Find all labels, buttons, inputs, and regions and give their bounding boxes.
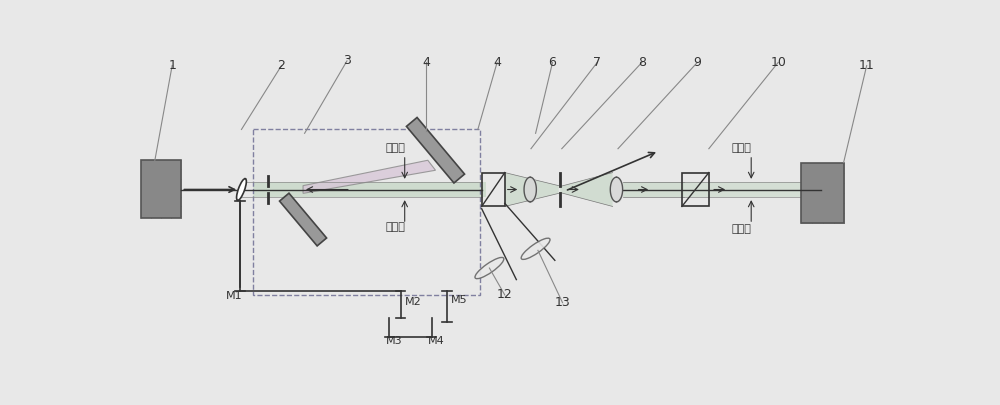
Text: 4: 4 xyxy=(422,56,430,69)
Text: 11: 11 xyxy=(859,59,875,72)
Text: 3: 3 xyxy=(343,54,351,67)
Text: 6: 6 xyxy=(549,56,556,69)
Text: 13: 13 xyxy=(555,296,570,309)
Ellipse shape xyxy=(521,238,550,260)
Text: 9: 9 xyxy=(693,56,701,69)
Polygon shape xyxy=(406,117,465,183)
Text: M2: M2 xyxy=(405,297,421,307)
Text: 4: 4 xyxy=(493,56,501,69)
Text: 1: 1 xyxy=(168,59,176,72)
Text: 2: 2 xyxy=(278,59,285,72)
Bar xyxy=(482,173,505,207)
Text: 长波长: 长波长 xyxy=(385,222,405,232)
Polygon shape xyxy=(303,160,436,193)
Text: 短波长: 短波长 xyxy=(732,224,752,234)
Bar xyxy=(682,182,801,197)
Text: M3: M3 xyxy=(385,335,402,345)
Bar xyxy=(141,160,181,218)
Polygon shape xyxy=(280,193,327,246)
Ellipse shape xyxy=(475,258,504,279)
Bar xyxy=(801,162,844,223)
Text: M5: M5 xyxy=(451,295,468,305)
Polygon shape xyxy=(505,173,559,207)
Text: 8: 8 xyxy=(638,56,646,69)
Ellipse shape xyxy=(237,179,246,200)
Bar xyxy=(682,173,709,207)
Text: M1: M1 xyxy=(226,291,243,301)
Text: 短波长: 短波长 xyxy=(385,143,405,153)
Text: 10: 10 xyxy=(770,56,786,69)
Bar xyxy=(253,182,486,197)
Bar xyxy=(253,130,480,295)
Text: M4: M4 xyxy=(428,335,445,345)
Text: 7: 7 xyxy=(593,56,601,69)
Bar xyxy=(623,182,684,197)
Polygon shape xyxy=(560,173,613,207)
Text: 长波长: 长波长 xyxy=(732,143,752,153)
Text: 12: 12 xyxy=(497,288,513,301)
